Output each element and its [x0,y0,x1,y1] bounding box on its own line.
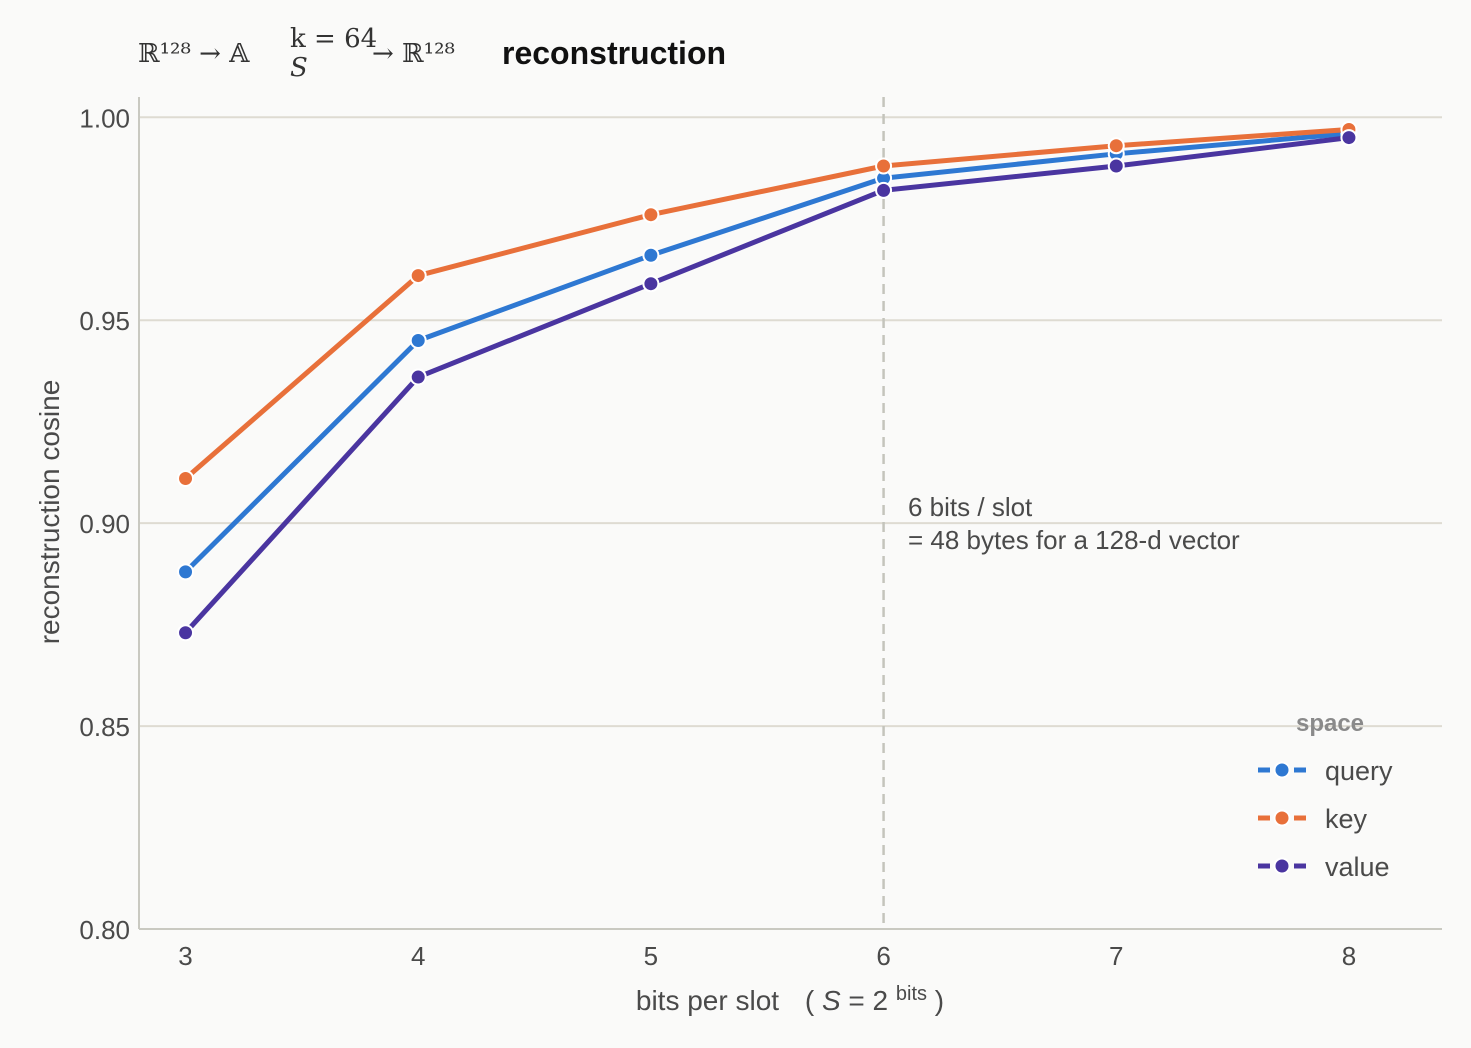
legend-title: space [1296,710,1364,737]
y-tick-labels: 0.80 0.85 0.90 0.95 1.00 [79,103,130,945]
legend-item-key: key [1258,804,1368,834]
data-point-key [642,206,660,224]
title-math-post: → ℝ¹²⁸ [372,39,455,69]
x-tick-labels: 3 4 5 6 7 8 [178,941,1356,971]
data-point-query [409,332,427,350]
data-point-value [409,368,427,386]
legend-label: value [1325,852,1390,882]
legend-swatch-marker [1273,809,1291,827]
legend-swatch-marker [1273,857,1291,875]
x-tick-label: 8 [1342,941,1356,971]
series-line-query [183,131,1352,575]
y-tick-label: 0.80 [79,915,130,945]
y-axis-label: reconstruction cosine [34,380,65,645]
x-axis-label: bits per slot ( S = 2 bits ) [636,975,944,1016]
legend-item-query: query [1258,756,1393,786]
title-math-sup: k = 64 [290,24,377,54]
data-point-value [875,181,893,199]
x-axis-label-eq: = 2 [848,985,888,1016]
y-tick-label: 0.90 [79,509,130,539]
series-key [177,120,1358,488]
y-tick-label: 1.00 [79,103,130,133]
x-axis-label-sup: bits [896,983,927,1005]
x-tick-label: 5 [644,941,658,971]
series-query [177,125,1358,581]
data-point-value [642,275,660,293]
x-tick-label: 4 [411,941,425,971]
data-point-key [875,157,893,175]
data-point-query [177,563,195,581]
x-axis-label-open: ( [805,985,815,1016]
x-axis-label-var: S [822,985,841,1016]
legend-label: key [1325,804,1368,834]
x-axis-label-text: bits per slot [636,985,779,1016]
data-point-key [1107,137,1125,155]
reference-annotation: 6 bits / slot = 48 bytes for a 128-d vec… [908,492,1240,555]
annotation-line-2: = 48 bytes for a 128-d vector [908,525,1240,555]
data-point-value [1107,157,1125,175]
x-axis-label-close: ) [935,985,944,1016]
series-line-value [183,135,1352,636]
legend-item-value: value [1258,852,1390,882]
chart-title: ℝ¹²⁸ → 𝔸 k = 64 S → ℝ¹²⁸ reconstruction [138,24,726,83]
x-tick-label: 6 [876,941,890,971]
y-gridlines [139,116,1442,728]
title-math-pre: ℝ¹²⁸ → 𝔸 [138,39,250,69]
data-point-key [409,267,427,285]
data-point-key [177,470,195,488]
x-tick-label: 3 [178,941,192,971]
data-point-query [642,246,660,264]
y-tick-label: 0.85 [79,712,130,742]
series-value [177,129,1358,642]
annotation-line-1: 6 bits / slot [908,492,1033,522]
x-tick-label: 7 [1109,941,1123,971]
series-layer [177,120,1358,642]
legend-label: query [1325,756,1393,786]
y-tick-label: 0.95 [79,306,130,336]
title-math-sub: S [290,53,308,83]
title-bold-text: reconstruction [502,35,726,71]
series-line-key [183,126,1352,482]
legend: space query key value [1258,710,1393,882]
data-point-value [1340,129,1358,147]
legend-swatch-marker [1273,761,1291,779]
data-point-value [177,624,195,642]
